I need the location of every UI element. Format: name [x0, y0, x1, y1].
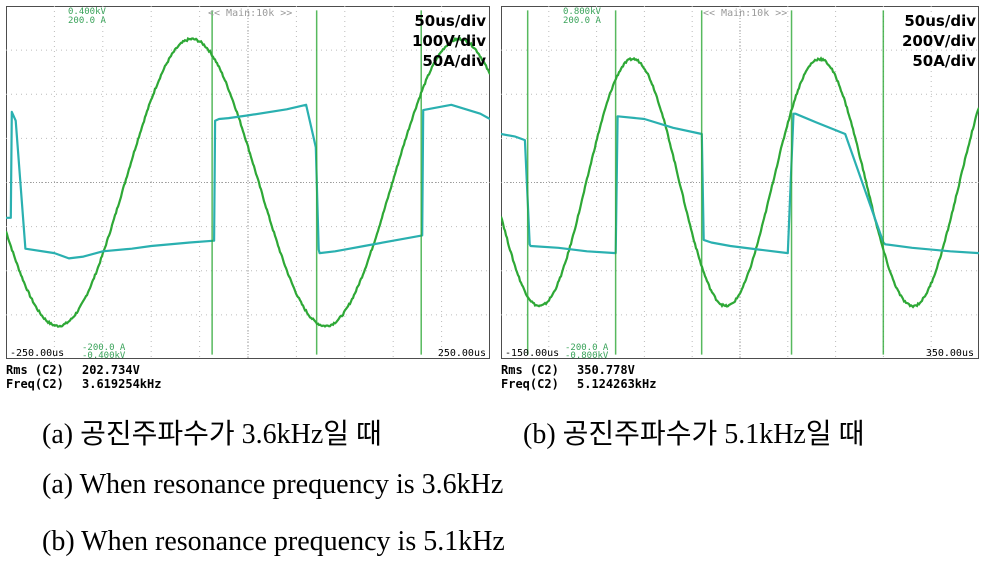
- current-scale-label: 200.0 A: [68, 16, 106, 26]
- volt-scale-label: 0.800kV: [563, 7, 601, 17]
- freq-value: 3.619254kHz: [82, 377, 162, 391]
- volt-ref-low: -0.400kV: [82, 351, 126, 361]
- scope-panel-b: 0.800kV 200.0 A << Main:10k >> 50us/div …: [501, 6, 984, 394]
- amp-per-div: 50A/div: [912, 52, 976, 70]
- current-trace: [6, 103, 490, 260]
- time-right-label: 350.00us: [925, 348, 974, 359]
- freq-value: 5.124263kHz: [577, 377, 657, 391]
- lower-ref-readout-a: -200.0 A -0.400kV: [82, 343, 126, 361]
- timebase-mode-label: << Main:10k >>: [208, 8, 293, 19]
- voltage-trace: [6, 36, 490, 328]
- waveform-plot-a: [6, 6, 490, 359]
- current-ref-low: -200.0 A: [565, 343, 609, 353]
- measurement-readout-b: Rms (C2) 350.778V Freq(C2) 5.124263kHz: [501, 363, 656, 391]
- scale-legend-a: 50us/div 100V/div 50A/div: [412, 11, 486, 71]
- current-trace: [501, 112, 979, 255]
- amp-per-div: 50A/div: [422, 52, 486, 70]
- freq-label: Freq(C2): [6, 377, 64, 391]
- rms-label: Rms (C2): [501, 363, 559, 377]
- scale-legend-b: 50us/div 200V/div 50A/div: [902, 11, 976, 71]
- voltage-trace: [501, 56, 979, 309]
- time-left-label: -250.00us: [10, 348, 65, 359]
- time-per-div: 50us/div: [414, 12, 486, 30]
- freq-label: Freq(C2): [501, 377, 559, 391]
- rms-value: 202.734V: [82, 363, 140, 377]
- channel-scale-readout-a: 0.400kV 200.0 A: [68, 8, 106, 26]
- volt-per-div: 200V/div: [901, 32, 976, 50]
- waveform-plot-b: [501, 6, 979, 359]
- rms-label: Rms (C2): [6, 363, 64, 377]
- volt-per-div: 100V/div: [411, 32, 486, 50]
- rms-value: 350.778V: [577, 363, 635, 377]
- channel-scale-readout-b: 0.800kV 200.0 A: [563, 8, 601, 26]
- caption-korean-a: (a) 공진주파수가 3.6kHz일 때: [42, 419, 382, 450]
- time-per-div: 50us/div: [904, 12, 976, 30]
- current-scale-label: 200.0 A: [563, 16, 601, 26]
- volt-ref-low: -0.800kV: [565, 351, 609, 361]
- volt-scale-label: 0.400kV: [68, 7, 106, 17]
- scope-panel-a: 0.400kV 200.0 A << Main:10k >> 50us/div …: [6, 6, 490, 394]
- caption-english-a: (a) When resonance prequency is 3.6kHz: [42, 469, 504, 500]
- caption-english-b: (b) When resonance prequency is 5.1kHz: [42, 526, 505, 557]
- current-ref-low: -200.0 A: [82, 343, 126, 353]
- time-right-label: 250.00us: [437, 348, 486, 359]
- caption-korean-b: (b) 공진주파수가 5.1kHz일 때: [523, 419, 865, 450]
- time-left-label: -150.00us: [505, 348, 560, 359]
- timebase-mode-label: << Main:10k >>: [703, 8, 788, 19]
- measurement-readout-a: Rms (C2) 202.734V Freq(C2) 3.619254kHz: [6, 363, 161, 391]
- lower-ref-readout-b: -200.0 A -0.800kV: [565, 343, 609, 361]
